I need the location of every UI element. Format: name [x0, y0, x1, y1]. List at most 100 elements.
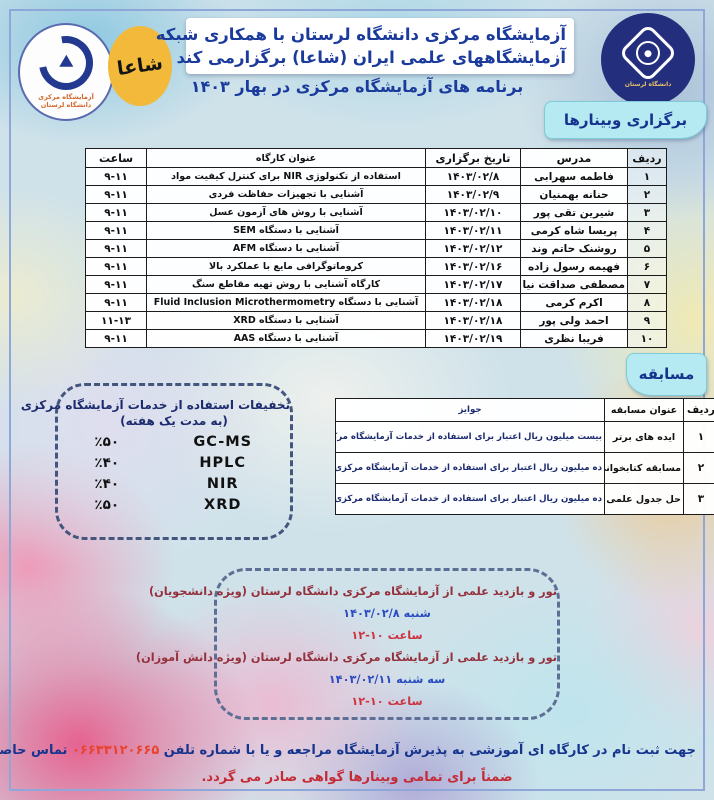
discounts-box: تخفیفات استفاده از خدمات آزمایشگاه مرکزی…: [21, 383, 293, 540]
competition-table: ردیف عنوان مسابقه جوایز ۱ ایده های برتر …: [335, 398, 714, 515]
discount-item: NIR ٪۴۰: [58, 476, 290, 492]
instructor-name: فاطمه سهرابی: [520, 167, 628, 186]
university-logo: دانشگاه لرستان: [601, 13, 695, 106]
webinar-date: ۱۴۰۳/۰۲/۱۸: [425, 311, 521, 330]
row-number: ۵: [627, 239, 667, 258]
webinar-row: ۹ احمد ولی پور ۱۴۰۳/۰۲/۱۸ آشنایی با دستگ…: [85, 311, 667, 330]
instructor-name: پریسا شاه کرمی: [520, 221, 628, 240]
webinar-date: ۱۴۰۳/۰۲/۸: [425, 167, 521, 186]
workshop-title: آشنایی با دستگاه Fluid Inclusion Microth…: [146, 293, 426, 312]
webinar-date: ۱۴۰۳/۰۲/۱۶: [425, 257, 521, 276]
competition-section-tag: مسابقه: [626, 353, 707, 396]
webinar-date: ۱۴۰۳/۰۲/۱۹: [425, 329, 521, 348]
col-header-workshop-title: عنوان کارگاه: [146, 148, 426, 168]
col-header-instructor: مدرس: [520, 148, 628, 168]
row-number: ۴: [627, 221, 667, 240]
competition-title: ایده های برتر: [604, 421, 684, 453]
competition-row: ۳ حل جدول علمی ده میلیون ریال اعتبار برا…: [335, 483, 714, 515]
central-lab-caption-line2: دانشگاه لرستان: [40, 100, 92, 109]
webinar-row: ۴ پریسا شاه کرمی ۱۴۰۳/۰۲/۱۱ آشنایی با دس…: [85, 221, 667, 240]
workshop-title: آشنایی با دستگاه XRD: [146, 311, 426, 330]
webinar-date: ۱۴۰۳/۰۲/۱۸: [425, 293, 521, 312]
webinar-date: ۱۴۰۳/۰۲/۱۲: [425, 239, 521, 258]
discounts-title-line2: (به مدت یک هفته): [120, 414, 228, 428]
footer-notes: جهت ثبت نام در کارگاه ای آموزشی به پذیرش…: [0, 737, 696, 791]
col-header-time: ساعت: [85, 148, 147, 168]
workshop-title: آشنایی با دستگاه AAS: [146, 329, 426, 348]
webinar-row: ۳ شیرین تقی پور ۱۴۰۳/۰۲/۱۰ آشنایی با روش…: [85, 203, 667, 222]
discount-item: XRD ٪۵۰: [58, 497, 290, 513]
equipment-name: GC-MS: [193, 434, 253, 450]
workshop-title: کروماتوگرافی مایع با عملکرد بالا: [146, 257, 426, 276]
row-number: ۷: [627, 275, 667, 294]
competition-prize: ده میلیون ریال اعتبار برای استفاده از خد…: [335, 483, 605, 515]
workshop-title: آشنایی با دستگاه AFM: [146, 239, 426, 258]
competition-prize: ده میلیون ریال اعتبار برای استفاده از خد…: [335, 452, 605, 484]
tour-students-time: ساعت ۱۰-۱۲: [351, 629, 423, 642]
competition-title: حل جدول علمی: [604, 483, 684, 515]
webinar-row: ۲ حنانه بهمنیان ۱۴۰۳/۰۲/۹ آشنایی با تجهی…: [85, 185, 667, 204]
instructor-name: فریبا نظری: [520, 329, 628, 348]
central-lab-logo: آزمایشگاه مرکزی دانشگاه لرستان: [18, 23, 114, 121]
webinar-row: ۱۰ فریبا نظری ۱۴۰۳/۰۲/۱۹ آشنایی با دستگا…: [85, 329, 667, 348]
equipment-name: XRD: [204, 497, 242, 513]
webinar-time: ۹-۱۱: [85, 185, 147, 204]
tours-box: تور و بازدید علمی از آزمایشگاه مرکزی دان…: [135, 568, 560, 720]
discount-item: HPLC ٪۴۰: [58, 455, 290, 471]
workshop-title: آشنایی با دستگاه SEM: [146, 221, 426, 240]
workshop-title: آشنایی با تجهیزات حفاظت فردی: [146, 185, 426, 204]
webinar-row: ۶ فهیمه رسول زاده ۱۴۰۳/۰۲/۱۶ کروماتوگراف…: [85, 257, 667, 276]
col-header-row-number: ردیف: [627, 148, 667, 168]
shaa-network-logo: شاعا: [108, 26, 172, 106]
webinar-time: ۹-۱۱: [85, 257, 147, 276]
workshop-title: آشنایی با روش های آزمون عسل: [146, 203, 426, 222]
university-caption: دانشگاه لرستان: [624, 80, 672, 88]
webinar-row: ۱ فاطمه سهرابی ۱۴۰۳/۰۲/۸ استفاده از تکنو…: [85, 167, 667, 186]
webinar-time: ۹-۱۱: [85, 329, 147, 348]
tour-pupils-title: تور و بازدید علمی از آزمایشگاه مرکزی دان…: [135, 651, 557, 664]
discount-percent: ٪۵۰: [94, 434, 120, 450]
webinars-table: ردیف مدرس تاریخ برگزاری عنوان کارگاه ساع…: [85, 148, 667, 348]
col-header-prizes: جوایز: [335, 398, 605, 422]
competition-row: ۲ مسابقه کتابخوانی ده میلیون ریال اعتبار…: [335, 452, 714, 484]
discount-percent: ٪۴۰: [94, 455, 120, 471]
equipment-name: NIR: [206, 476, 239, 492]
webinar-time: ۹-۱۱: [85, 275, 147, 294]
certificate-note: ضمناً برای تمامی وبینارها گواهی صادر می …: [201, 770, 513, 785]
webinar-time: ۹-۱۱: [85, 167, 147, 186]
central-lab-caption-line1: آزمایشگاه مرکزی: [38, 92, 94, 101]
workshop-title: کارگاه آشنایی با روش تهیه مقاطع سنگ: [146, 275, 426, 294]
webinars-header-row: ردیف مدرس تاریخ برگزاری عنوان کارگاه ساع…: [85, 148, 667, 168]
shaa-calligraphy: شاعا: [115, 51, 165, 81]
row-number: ۲: [683, 452, 714, 484]
webinar-time: ۹-۱۱: [85, 293, 147, 312]
instructor-name: حنانه بهمنیان: [520, 185, 628, 204]
tour-students-title: تور و بازدید علمی از آزمایشگاه مرکزی دان…: [148, 585, 557, 598]
tour-pupils-time: ساعت ۱۰-۱۲: [351, 695, 423, 708]
tour-pupils-date: سه شنبه ۱۴۰۳/۰۲/۱۱: [328, 673, 446, 686]
row-number: ۶: [627, 257, 667, 276]
webinar-date: ۱۴۰۳/۰۲/۹: [425, 185, 521, 204]
webinar-date: ۱۴۰۳/۰۲/۱۱: [425, 221, 521, 240]
webinar-date: ۱۴۰۳/۰۲/۱۰: [425, 203, 521, 222]
row-number: ۱: [627, 167, 667, 186]
row-number: ۳: [683, 483, 714, 515]
instructor-name: شیرین تقی پور: [520, 203, 628, 222]
header-title-box: آزمایشگاه مرکزی دانشگاه لرستان با همکاری…: [156, 18, 574, 74]
title-line2: آزمایشگاههای علمی ایران (شاعا) برگزارمی …: [176, 48, 566, 67]
webinar-time: ۹-۱۱: [85, 221, 147, 240]
webinar-time: ۱۱-۱۳: [85, 311, 147, 330]
competition-title: مسابقه کتابخوانی: [604, 452, 684, 484]
instructor-name: فهیمه رسول زاده: [520, 257, 628, 276]
webinar-time: ۹-۱۱: [85, 203, 147, 222]
equipment-name: HPLC: [199, 455, 247, 471]
tour-students-date: شنبه ۱۴۰۳/۰۲/۸: [343, 607, 431, 620]
webinar-row: ۵ روشنک حاتم وند ۱۴۰۳/۰۲/۱۲ آشنایی با دس…: [85, 239, 667, 258]
webinar-date: ۱۴۰۳/۰۲/۱۷: [425, 275, 521, 294]
university-emblem-icon: [618, 22, 678, 83]
col-header-date: تاریخ برگزاری: [425, 148, 521, 168]
webinars-section-tag: برگزاری وبینارها: [544, 101, 707, 139]
row-number: ۲: [627, 185, 667, 204]
row-number: ۱۰: [627, 329, 667, 348]
